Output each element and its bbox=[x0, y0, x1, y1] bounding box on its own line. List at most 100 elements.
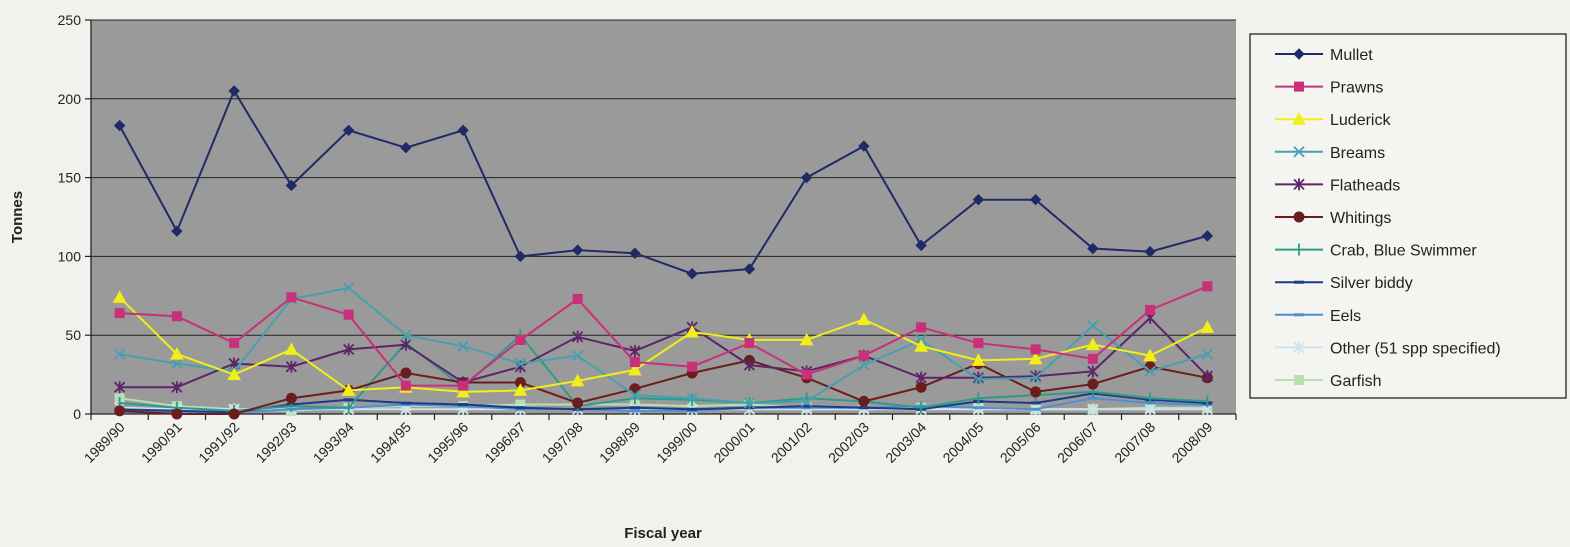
x-tick-label: 1997/98 bbox=[539, 419, 586, 466]
data-point bbox=[972, 371, 985, 384]
data-point bbox=[973, 338, 984, 349]
x-tick-label: 2004/05 bbox=[939, 419, 986, 466]
data-point bbox=[629, 247, 641, 259]
data-point bbox=[342, 343, 355, 356]
y-axis-ticks: 0 50 100 150 200 250 bbox=[58, 12, 91, 422]
data-point bbox=[801, 406, 812, 410]
data-point bbox=[1144, 403, 1156, 416]
series-breams bbox=[113, 282, 1214, 409]
legend-label: Other (51 spp specified) bbox=[1330, 340, 1501, 357]
x-tick-label: 1999/00 bbox=[653, 419, 700, 466]
data-point bbox=[114, 405, 126, 417]
data-point bbox=[571, 350, 584, 362]
data-point bbox=[571, 244, 584, 256]
data-point bbox=[1029, 370, 1042, 383]
data-point bbox=[1201, 348, 1214, 360]
legend-item: Flatheads bbox=[1275, 177, 1400, 194]
data-point bbox=[171, 381, 183, 394]
legend-item: Whitings bbox=[1275, 210, 1391, 227]
series-line bbox=[118, 88, 1208, 275]
data-point bbox=[1086, 337, 1100, 351]
data-point bbox=[400, 401, 411, 405]
data-point bbox=[400, 141, 412, 154]
data-point bbox=[228, 85, 240, 97]
data-point bbox=[458, 380, 469, 391]
data-point bbox=[1144, 365, 1156, 378]
legend-item: Other (51 spp specified) bbox=[1275, 340, 1501, 357]
data-point bbox=[1201, 370, 1214, 383]
data-point bbox=[458, 403, 469, 407]
data-point bbox=[513, 383, 528, 396]
x-tick-label: 1993/94 bbox=[310, 419, 357, 466]
data-point bbox=[686, 392, 698, 404]
data-point bbox=[1087, 353, 1098, 364]
legend-item: Mullet bbox=[1275, 47, 1373, 64]
legend-item: Garfish bbox=[1275, 373, 1382, 390]
data-point bbox=[1202, 281, 1213, 292]
data-point bbox=[400, 403, 411, 407]
data-point bbox=[1087, 242, 1099, 255]
data-point bbox=[570, 373, 585, 387]
legend-label: Mullet bbox=[1330, 47, 1373, 64]
y-tick-label: 0 bbox=[73, 406, 81, 422]
data-point bbox=[456, 384, 470, 398]
data-point bbox=[629, 356, 640, 367]
legend-item: Prawns bbox=[1275, 80, 1383, 97]
x-tick-label: 1991/92 bbox=[195, 419, 242, 466]
legend-item: Breams bbox=[1275, 145, 1385, 162]
data-point bbox=[1200, 320, 1215, 333]
data-point bbox=[171, 408, 183, 420]
data-point bbox=[1030, 344, 1041, 355]
data-point bbox=[1028, 351, 1043, 365]
data-point bbox=[229, 338, 240, 349]
legend-marker bbox=[1294, 375, 1304, 385]
y-tick-label: 50 bbox=[65, 327, 81, 343]
x-tick-label: 2005/06 bbox=[997, 419, 1044, 466]
y-axis-title: Tonnes bbox=[9, 191, 26, 243]
data-point bbox=[1143, 348, 1157, 362]
data-point bbox=[972, 373, 985, 385]
data-point bbox=[858, 140, 870, 152]
plot-area bbox=[91, 20, 1236, 414]
data-point bbox=[972, 193, 985, 206]
data-point bbox=[1087, 320, 1099, 332]
data-point bbox=[1087, 365, 1099, 378]
legend: Mullet Prawns Luderick Breams Flatheads Whiti… bbox=[1249, 33, 1567, 399]
series-luderick bbox=[112, 290, 1215, 398]
data-point bbox=[858, 395, 870, 407]
data-point bbox=[628, 362, 642, 376]
data-point bbox=[686, 268, 698, 280]
data-point bbox=[799, 332, 814, 346]
data-point bbox=[1087, 396, 1098, 400]
data-point bbox=[457, 340, 469, 352]
x-tick-label: 2006/07 bbox=[1054, 419, 1101, 466]
data-point bbox=[1087, 403, 1099, 416]
data-point bbox=[458, 404, 469, 408]
x-axis-ticks: 1989/90 1990/91 1991/92 1992/93 1993/94 1994/… bbox=[81, 414, 1237, 466]
legend-label: Luderick bbox=[1330, 112, 1391, 129]
data-point bbox=[743, 359, 756, 372]
x-tick-label: 2001/02 bbox=[768, 419, 815, 466]
x-tick-label: 1990/91 bbox=[138, 419, 185, 466]
data-point bbox=[400, 367, 412, 379]
data-point bbox=[858, 350, 869, 361]
data-point bbox=[629, 406, 640, 410]
legend-marker bbox=[1293, 211, 1305, 223]
data-point bbox=[286, 292, 297, 303]
data-point bbox=[857, 312, 871, 325]
data-point bbox=[915, 239, 927, 252]
data-point bbox=[572, 293, 583, 304]
data-point bbox=[515, 406, 526, 410]
x-tick-label: 2002/03 bbox=[825, 419, 872, 466]
data-point bbox=[114, 308, 125, 319]
data-point bbox=[171, 225, 183, 237]
legend-item: Luderick bbox=[1275, 112, 1391, 129]
gridlines bbox=[91, 19, 1236, 336]
data-point bbox=[800, 171, 813, 184]
data-point bbox=[687, 361, 698, 372]
series-line bbox=[119, 285, 1208, 387]
data-point bbox=[973, 406, 984, 410]
legend-label: Breams bbox=[1330, 145, 1385, 162]
data-point bbox=[400, 380, 411, 391]
legend-items: Mullet Prawns Luderick Breams Flatheads Whiti… bbox=[1275, 47, 1501, 390]
